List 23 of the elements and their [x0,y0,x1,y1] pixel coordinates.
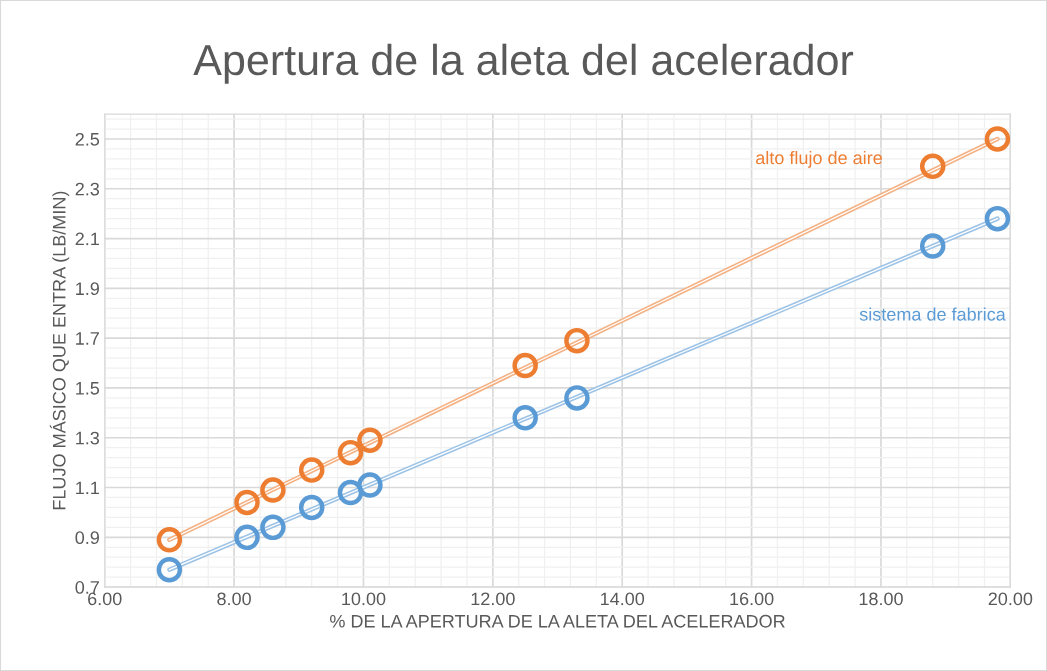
x-tick-label: 20.00 [988,592,1033,606]
y-tick-label: 2.3 [75,182,100,196]
x-tick-label: 12.00 [471,592,515,606]
y-tick-label: 1.7 [76,332,99,345]
y-tick-label: 2.5 [75,132,100,146]
chart-title: Apertura de la aleta del acelerador [193,43,854,84]
text: sistema de fabrica [859,307,1006,321]
y-axis-title: FLUJO MÁSICO QUE ENTRA (LB/MIN) [49,191,70,510]
x-tick-label: 14.00 [601,592,645,606]
y-tick-label: 1.1 [76,481,99,495]
y-tick-label: 2.1 [75,232,99,246]
y-tick-label: 1.3 [76,431,100,445]
x-tick-label: 6.00 [88,592,122,606]
y-tick-label: 0.9 [75,531,99,545]
x-tick-label: 10.00 [342,592,386,606]
y-tick-label: 0.7 [75,581,99,594]
x-tick-label: 16.00 [730,592,774,606]
x-tick-label: 18.00 [859,592,903,606]
text: alto flujo de aire [756,151,882,168]
y-tick-label: 1.5 [76,382,100,395]
x-axis-title: % DE LA APERTURA DE LA ALETA DEL ACELERADOR [330,614,785,628]
y-tick-label: 1.9 [76,282,99,296]
x-tick-label: 8.00 [217,592,251,606]
